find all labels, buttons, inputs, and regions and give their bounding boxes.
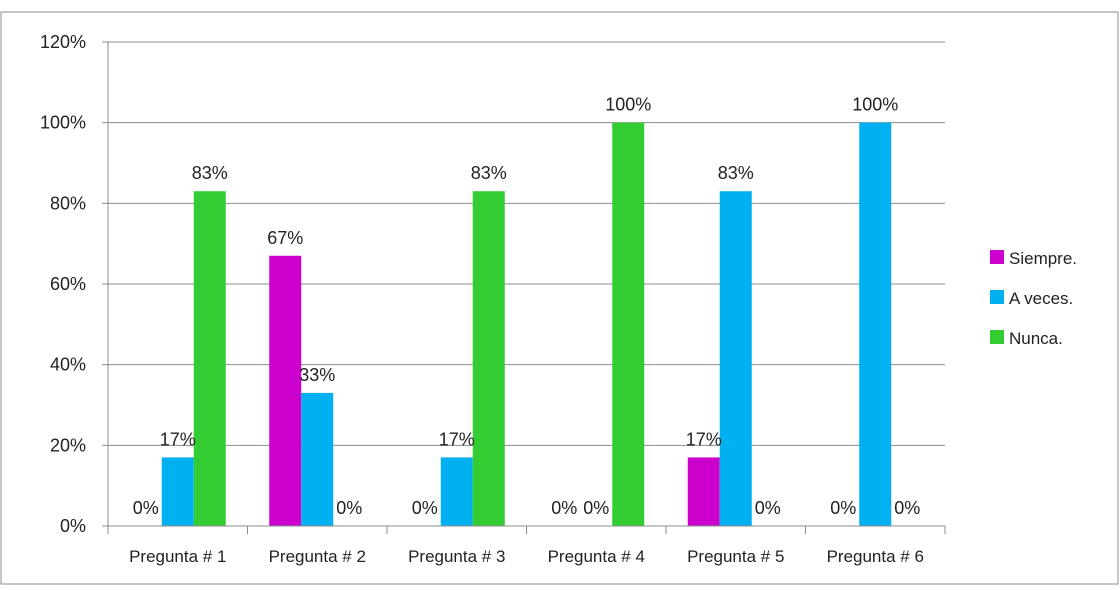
bars	[161, 122, 892, 527]
y-tick-label: 0%	[60, 516, 86, 536]
category-label: Pregunta # 5	[687, 547, 784, 566]
data-label: 0%	[894, 498, 920, 518]
data-label: 100%	[605, 95, 651, 115]
category-label: Pregunta # 6	[827, 547, 924, 566]
y-tick-label: 100%	[40, 113, 86, 133]
y-tick-label: 120%	[40, 32, 86, 52]
data-label: 0%	[830, 498, 856, 518]
bar	[687, 457, 720, 526]
bar	[719, 191, 752, 526]
data-label: 100%	[852, 95, 898, 115]
data-label: 17%	[686, 429, 722, 449]
data-labels: 0% 17% 83% 67% 33% 0% 0% 17% 83% 0% 0% 100% 17% 83% 0%…	[133, 95, 921, 518]
y-tick-label: 80%	[50, 193, 86, 213]
data-label: 0%	[755, 498, 781, 518]
gridlines	[108, 41, 945, 446]
bar	[301, 392, 334, 526]
data-label: 67%	[267, 228, 303, 248]
data-label: 0%	[583, 498, 609, 518]
legend: Siempre. A veces. Nunca.	[990, 249, 1077, 348]
category-label: Pregunta # 2	[269, 547, 366, 566]
legend-label: A veces.	[1009, 289, 1073, 308]
bar	[859, 122, 892, 527]
data-label: 33%	[299, 365, 335, 385]
data-label: 83%	[471, 163, 507, 183]
category-labels: Pregunta # 1 Pregunta # 2 Pregunta # 3 Preg…	[129, 547, 924, 566]
bar	[161, 457, 194, 526]
category-label: Pregunta # 3	[408, 547, 505, 566]
data-label: 17%	[439, 429, 475, 449]
bar	[269, 255, 302, 526]
data-label: 83%	[192, 163, 228, 183]
bar	[612, 122, 645, 527]
data-label: 83%	[718, 163, 754, 183]
category-label: Pregunta # 4	[548, 547, 645, 566]
legend-label: Siempre.	[1009, 249, 1077, 268]
data-label: 0%	[412, 498, 438, 518]
y-tick-label: 40%	[50, 355, 86, 375]
legend-label: Nunca.	[1009, 329, 1063, 348]
legend-swatch	[990, 330, 1004, 344]
bar	[193, 191, 226, 526]
legend-swatch	[990, 290, 1004, 304]
data-label: 0%	[336, 498, 362, 518]
data-label: 17%	[160, 429, 196, 449]
data-label: 0%	[551, 498, 577, 518]
data-label: 0%	[133, 498, 159, 518]
y-tick-label: 20%	[50, 435, 86, 455]
bar	[472, 191, 505, 526]
category-label: Pregunta # 1	[129, 547, 226, 566]
axes	[107, 42, 946, 534]
bar	[440, 457, 473, 526]
legend-swatch	[990, 250, 1004, 264]
y-axis-ticks: 0% 20% 40% 60% 80% 100% 120%	[40, 32, 108, 536]
y-tick-label: 60%	[50, 274, 86, 294]
